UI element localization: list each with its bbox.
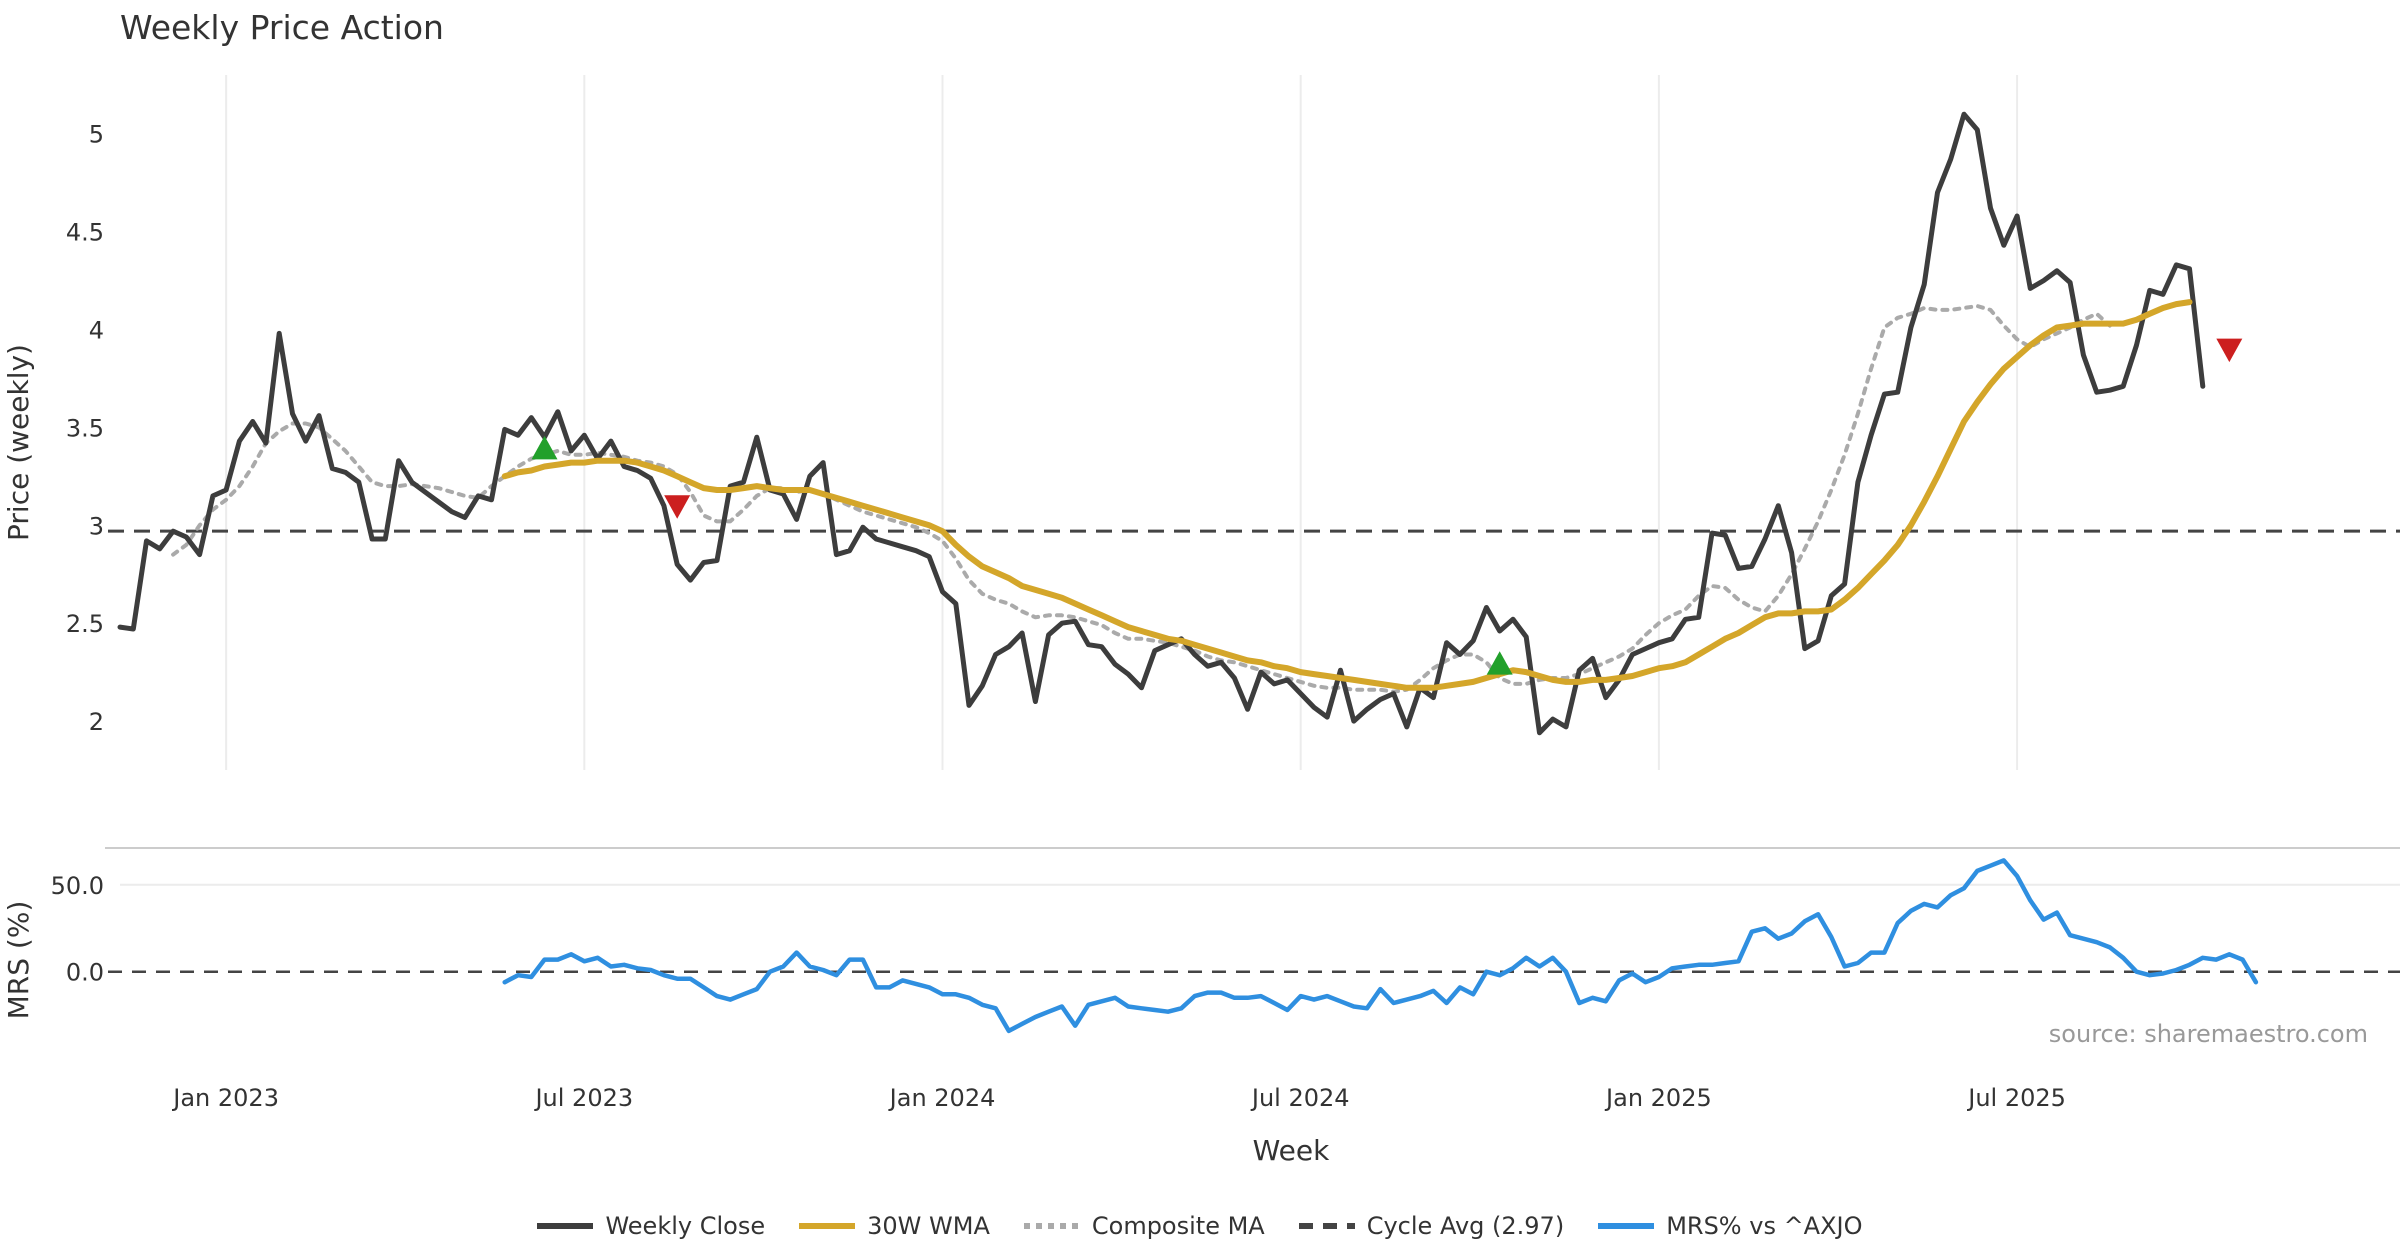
- legend-item: Composite MA: [1023, 1212, 1265, 1240]
- legend-swatch: [1023, 1223, 1080, 1229]
- chart-title: Weekly Price Action: [120, 8, 444, 47]
- mrs-tick-label: 50.0: [51, 872, 104, 900]
- mrs-axis-label: MRS (%): [2, 901, 35, 1020]
- series-composite-ma: [171, 304, 2112, 694]
- legend-item: Weekly Close: [537, 1212, 765, 1240]
- x-tick-label: Jan 2023: [171, 1084, 279, 1112]
- x-axis-label: Week: [1253, 1134, 1330, 1167]
- legend-swatch: [1298, 1223, 1355, 1229]
- series-weekly-close: [117, 111, 2206, 736]
- series-30w-wma: [501, 299, 2193, 691]
- legend-swatch: [799, 1223, 856, 1229]
- mrs-tick-label: 0.0: [66, 959, 104, 987]
- legend-label: MRS% vs ^AXJO: [1666, 1212, 1863, 1240]
- legend-item: MRS% vs ^AXJO: [1598, 1212, 1863, 1240]
- buy-signal-marker: [1486, 651, 1513, 675]
- source-label: source: sharemaestro.com: [2048, 1020, 2368, 1048]
- sell-signal-marker: [2216, 338, 2243, 363]
- legend: Weekly Close 30W WMA Composite MA Cycle Avg…: [0, 1212, 2400, 1240]
- legend-item: Cycle Avg (2.97): [1298, 1212, 1565, 1240]
- legend-swatch: [537, 1223, 594, 1229]
- legend-label: Cycle Avg (2.97): [1366, 1212, 1565, 1240]
- legend-swatch: [1598, 1223, 1655, 1229]
- y-tick-label: 4: [89, 317, 104, 345]
- x-tick-label: Jul 2024: [1250, 1084, 1350, 1112]
- legend-label: Composite MA: [1091, 1212, 1265, 1240]
- legend-label: 30W WMA: [867, 1212, 990, 1240]
- y-tick-label: 2.5: [66, 610, 104, 638]
- x-tick-label: Jan 2024: [888, 1084, 996, 1112]
- legend-item: 30W WMA: [799, 1212, 990, 1240]
- y-tick-label: 3.5: [66, 414, 104, 442]
- y-tick-label: 2: [89, 708, 104, 736]
- y-axis-label: Price (weekly): [2, 344, 35, 541]
- x-axis: Jan 2023 Jul 2023 Jan 2024 Jul 2024 Jan 2025…: [171, 1084, 2066, 1167]
- series-mrs-vs-axjo: [502, 858, 2259, 1034]
- x-tick-label: Jan 2025: [1604, 1084, 1712, 1112]
- y-tick-label: 3: [89, 512, 104, 540]
- x-tick-label: Jul 2025: [1966, 1084, 2066, 1112]
- legend-label: Weekly Close: [605, 1212, 766, 1240]
- x-tick-label: Jul 2023: [533, 1084, 633, 1112]
- signal-markers: [531, 338, 2243, 675]
- grid-lines: [225, 75, 2019, 770]
- y-tick-label: 4.5: [66, 219, 104, 247]
- buy-signal-marker: [531, 435, 558, 460]
- sell-signal-marker: [664, 495, 691, 519]
- price-axis: 2 2.5 3 3.5 4 4.5 5 Price (weekly): [2, 121, 2400, 736]
- y-tick-label: 5: [89, 121, 104, 149]
- series-lines: [117, 111, 2259, 1034]
